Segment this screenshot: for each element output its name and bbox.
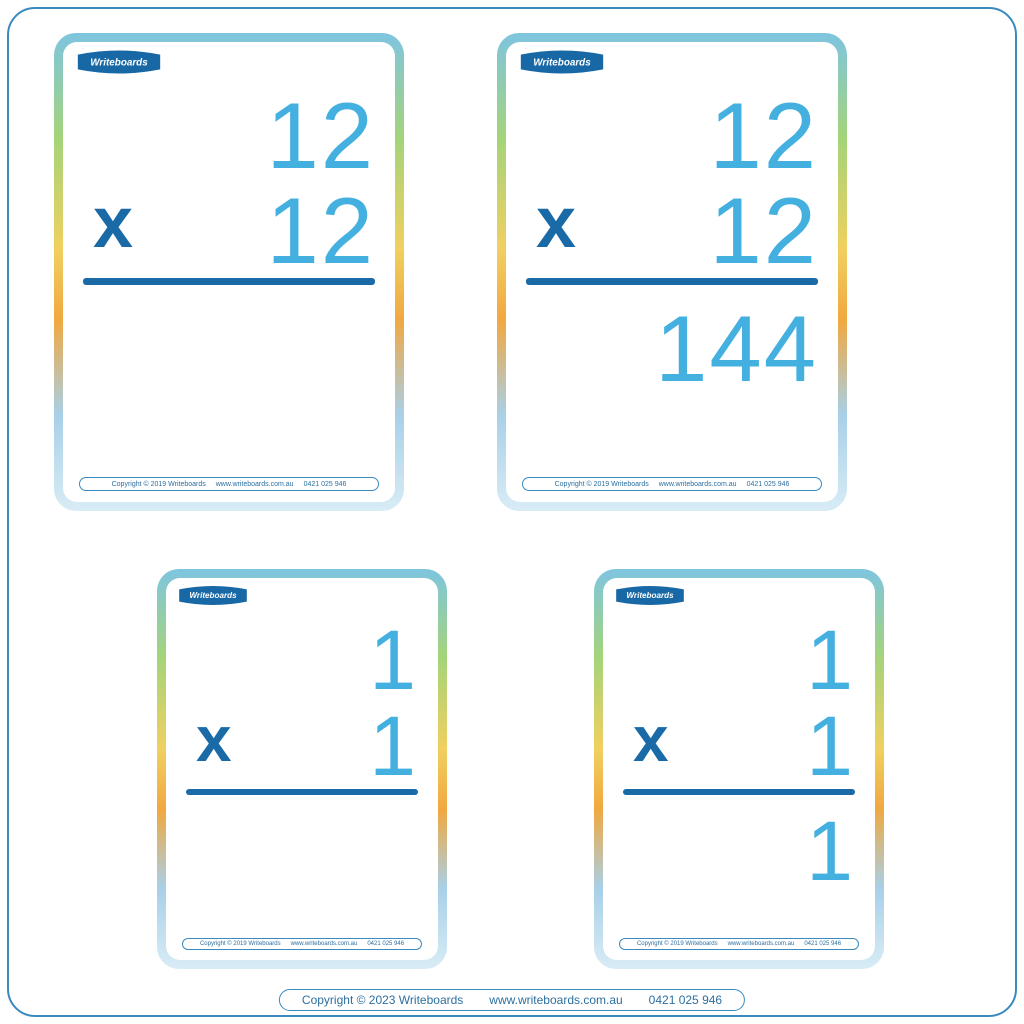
- math-problem: 12 x 12 144: [526, 82, 818, 385]
- top-operand-row: 1: [623, 612, 855, 698]
- main-footer: Copyright © 2023 Writeboards www.writebo…: [279, 989, 745, 1011]
- flashcard-1x1-blank: Writeboards 1 x 1 Copyright © 2019 Write…: [157, 569, 447, 969]
- main-copyright: Copyright © 2023 Writeboards: [302, 993, 463, 1007]
- flashcard-12x12-answered: Writeboards 12 x 12 144 Copyright © 2019…: [497, 33, 847, 511]
- main-url: www.writeboards.com.au: [489, 993, 622, 1007]
- math-problem: 1 x 1: [186, 612, 418, 883]
- bottom-operand: 1: [369, 698, 418, 795]
- result-row: 1: [623, 803, 855, 883]
- operator: x: [633, 702, 669, 776]
- card-phone: 0421 025 946: [304, 481, 347, 488]
- result-row: 144: [526, 295, 818, 385]
- bottom-operand: 12: [709, 177, 818, 285]
- card-copyright: Copyright © 2019 Writeboards: [200, 941, 281, 947]
- logo-text: Writeboards: [90, 57, 148, 68]
- card-copyright: Copyright © 2019 Writeboards: [112, 481, 206, 488]
- top-operand-row: 12: [526, 82, 818, 177]
- operator: x: [93, 182, 133, 264]
- card-phone: 0421 025 946: [367, 941, 404, 947]
- outer-frame: Writeboards 12 x 12 Copyright © 2019 Wri…: [7, 7, 1017, 1017]
- card-footer: Copyright © 2019 Writeboards www.writebo…: [619, 938, 859, 950]
- writeboards-logo: Writeboards: [615, 584, 685, 607]
- card-url: www.writeboards.com.au: [291, 941, 358, 947]
- writeboards-logo: Writeboards: [77, 48, 161, 76]
- bottom-operand-row: x 1: [623, 698, 855, 784]
- top-operand: 1: [806, 612, 855, 709]
- flashcard-12x12-blank: Writeboards 12 x 12 Copyright © 2019 Wri…: [54, 33, 404, 511]
- operator: x: [536, 182, 576, 264]
- card-copyright: Copyright © 2019 Writeboards: [637, 941, 718, 947]
- result-row: [83, 295, 375, 385]
- top-operand-row: 12: [83, 82, 375, 177]
- top-operand-row: 1: [186, 612, 418, 698]
- writeboards-logo: Writeboards: [178, 584, 248, 607]
- bottom-operand: 12: [266, 177, 375, 285]
- writeboards-logo: Writeboards: [520, 48, 604, 76]
- card-copyright: Copyright © 2019 Writeboards: [555, 481, 649, 488]
- card-phone: 0421 025 946: [804, 941, 841, 947]
- card-url: www.writeboards.com.au: [659, 481, 737, 488]
- logo-text: Writeboards: [189, 591, 237, 600]
- logo-text: Writeboards: [626, 591, 674, 600]
- result-row: [186, 803, 418, 883]
- bottom-operand-row: x 12: [83, 177, 375, 272]
- top-operand: 1: [369, 612, 418, 709]
- card-footer: Copyright © 2019 Writeboards www.writebo…: [182, 938, 422, 950]
- logo-text: Writeboards: [533, 57, 591, 68]
- operator: x: [196, 702, 232, 776]
- math-problem: 1 x 1 1: [623, 612, 855, 883]
- card-footer: Copyright © 2019 Writeboards www.writebo…: [522, 477, 822, 491]
- result: 1: [806, 803, 855, 883]
- card-url: www.writeboards.com.au: [216, 481, 294, 488]
- card-footer: Copyright © 2019 Writeboards www.writebo…: [79, 477, 379, 491]
- top-operand: 12: [266, 82, 375, 190]
- card-inner: Writeboards 12 x 12 144 Copyright © 2019…: [506, 42, 838, 502]
- card-inner: Writeboards 1 x 1 Copyright © 2019 Write…: [166, 578, 438, 960]
- card-url: www.writeboards.com.au: [728, 941, 795, 947]
- card-phone: 0421 025 946: [747, 481, 790, 488]
- bottom-operand: 1: [806, 698, 855, 795]
- bottom-operand-row: x 1: [186, 698, 418, 784]
- flashcard-1x1-answered: Writeboards 1 x 1 1 Copyright © 2019 Wri…: [594, 569, 884, 969]
- result: 144: [655, 295, 818, 385]
- main-phone: 0421 025 946: [649, 993, 722, 1007]
- top-operand: 12: [709, 82, 818, 190]
- math-problem: 12 x 12: [83, 82, 375, 385]
- card-inner: Writeboards 1 x 1 1 Copyright © 2019 Wri…: [603, 578, 875, 960]
- card-inner: Writeboards 12 x 12 Copyright © 2019 Wri…: [63, 42, 395, 502]
- bottom-operand-row: x 12: [526, 177, 818, 272]
